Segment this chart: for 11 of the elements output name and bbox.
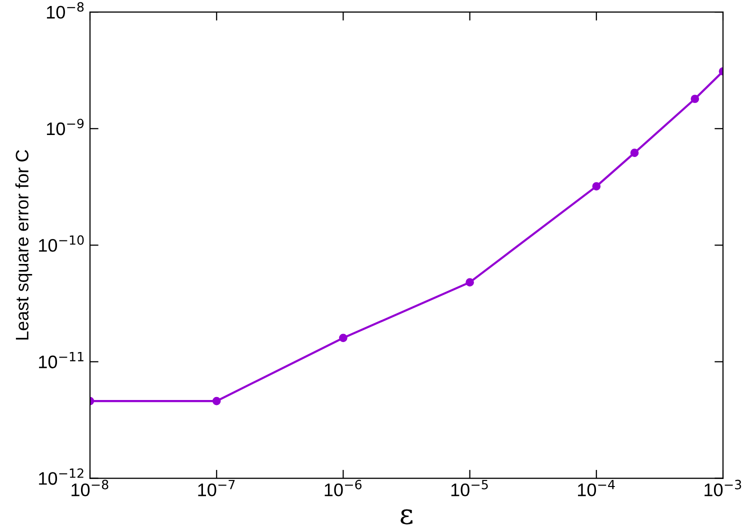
y-tick-label: 10$^{−8}$	[46, 2, 84, 19]
y-tick-label: 10$^{−9}$	[46, 118, 84, 136]
x-axis-title: ε	[400, 509, 412, 524]
x-tick-label: 10$^{−7}$	[198, 480, 235, 496]
x-tick-label: 10$^{−6}$	[324, 480, 362, 496]
y-tick-label: 10$^{−10}$	[39, 235, 84, 252]
x-tick-label: 10$^{−4}$	[578, 480, 615, 496]
x-tick-label: 10$^{−3}$	[704, 480, 742, 496]
y-tick-label: 10$^{−11}$	[39, 352, 84, 368]
x-tick-label: 10$^{−5}$	[451, 480, 488, 496]
y-axis-title: Least square error for C	[15, 150, 32, 340]
